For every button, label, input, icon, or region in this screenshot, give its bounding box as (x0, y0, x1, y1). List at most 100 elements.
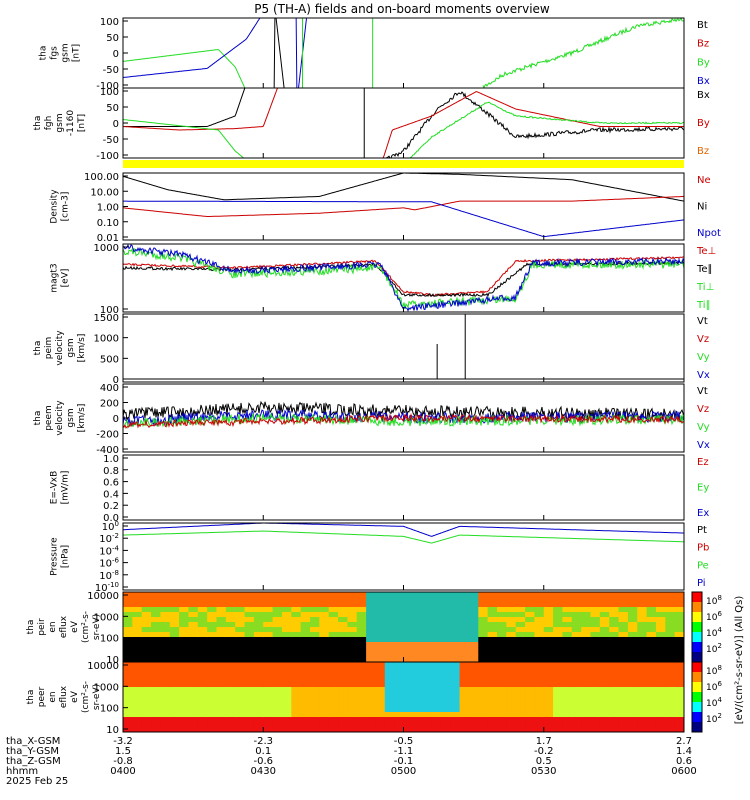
spectrogram-cell (328, 662, 339, 668)
spectrogram-cell (553, 637, 563, 643)
spectrogram-cell (459, 602, 470, 608)
spectrogram-cell (319, 657, 330, 662)
spectrogram-cell (562, 637, 573, 643)
spectrogram-cell (637, 727, 648, 732)
spectrogram-cell (141, 632, 152, 638)
spectrogram-cell (179, 687, 189, 693)
spectrogram-cell (497, 712, 507, 718)
spectrogram-cell (581, 607, 591, 613)
spectrogram-cell (665, 612, 676, 618)
spectrogram-cell (384, 702, 395, 708)
spectrogram-cell (216, 727, 227, 732)
series-Ti-par (123, 247, 684, 310)
spectrogram-cell (347, 672, 358, 678)
spectrogram-cell (553, 632, 563, 638)
spectrogram-cell (132, 627, 143, 633)
spectrogram-cell (665, 627, 676, 633)
spectrogram-cell (618, 602, 629, 608)
spectrogram-cell (300, 617, 311, 623)
y-tick-label: 10 (106, 655, 119, 666)
spectrogram-cell (375, 597, 386, 603)
spectrogram-cell (543, 697, 554, 703)
series-Te-perp (123, 256, 684, 297)
spectrogram-cell (665, 632, 676, 638)
spectrogram-cell (263, 652, 274, 658)
y-axis-label: tha (26, 620, 36, 635)
spectrogram-cell (422, 712, 433, 718)
spectrogram-cell (412, 712, 423, 718)
spectrogram-cell (253, 617, 264, 623)
spectrogram-cell (394, 632, 404, 638)
spectrogram-cell (253, 652, 264, 658)
spectrogram-cell (253, 592, 264, 598)
spectrogram-cell (468, 612, 479, 618)
spectrogram-cell (487, 647, 498, 653)
spectrogram-cell (534, 717, 545, 723)
spectrogram-cell (478, 667, 489, 673)
y-axis-label: peir (37, 618, 47, 636)
spectrogram-cell (160, 677, 171, 683)
spectrogram-cell (356, 652, 367, 658)
spectrogram-cell (674, 612, 684, 618)
spectrogram-cell (468, 632, 479, 638)
spectrogram-cell (272, 707, 283, 713)
y-tick-label: 10.00 (90, 187, 119, 198)
spectrogram-cell (225, 597, 236, 603)
spectrogram-cell (655, 652, 666, 658)
spectrogram-cell (674, 607, 684, 613)
spectrogram-cell (366, 687, 376, 693)
spectrogram-cell (468, 662, 479, 668)
spectrogram-cell (347, 707, 358, 713)
spectrogram-cell (151, 687, 161, 693)
spectrogram-cell (263, 617, 274, 623)
spectrogram-cell (188, 607, 199, 613)
spectrogram-cell (366, 722, 376, 728)
spectrogram-cell (609, 677, 620, 683)
spectrogram-cell (132, 727, 143, 732)
spectrogram-cell (197, 697, 208, 703)
spectrogram-cell (375, 702, 386, 708)
spectrogram-cell (197, 707, 208, 713)
spectrogram-cell (562, 622, 573, 628)
spectrogram-cell (169, 652, 180, 658)
spectrogram-cell (440, 692, 451, 698)
spectrogram-cell (431, 667, 442, 673)
spectrogram-cell (562, 602, 573, 608)
spectrogram-cell (525, 642, 535, 648)
colorbar-segment (692, 692, 702, 703)
spectrogram-cell (599, 657, 610, 662)
spectrogram-cell (123, 642, 133, 648)
spectrogram-cell (356, 722, 367, 728)
spectrogram-cell (534, 682, 545, 688)
legend-peem: Vz (697, 404, 709, 415)
spectrogram-cell (553, 622, 563, 628)
spectrogram-cell (123, 637, 133, 643)
spectrogram-cell (468, 667, 479, 673)
spectrogram-cell (291, 697, 302, 703)
spectrogram-cell (375, 707, 386, 713)
spectrogram-cell (169, 707, 180, 713)
spectrogram-cell (525, 667, 535, 673)
panel-frame (122, 313, 685, 383)
spectrogram-cell (665, 727, 676, 732)
spectrogram-cell (609, 652, 620, 658)
spectrogram-cell (310, 622, 320, 628)
y-tick-label: 0.10 (97, 218, 119, 229)
panel-peir-data (123, 592, 684, 662)
spectrogram-cell (291, 707, 302, 713)
spectrogram-cell (272, 592, 283, 598)
spectrogram-cell (300, 712, 311, 718)
spectrogram-cell (319, 622, 330, 628)
spectrogram-cell (207, 682, 217, 688)
spectrogram-cell (571, 602, 582, 608)
spectrogram-cell (197, 657, 208, 662)
spectrogram-cell (506, 662, 517, 668)
spectrogram-cell (366, 642, 376, 648)
spectrogram-cell (637, 692, 648, 698)
spectrogram-cell (384, 697, 395, 703)
spectrogram-cell (403, 682, 414, 688)
spectrogram-cell (581, 647, 591, 653)
spectrogram-cell (478, 717, 489, 723)
spectrogram-cell (440, 622, 451, 628)
spectrogram-cell (207, 637, 217, 643)
